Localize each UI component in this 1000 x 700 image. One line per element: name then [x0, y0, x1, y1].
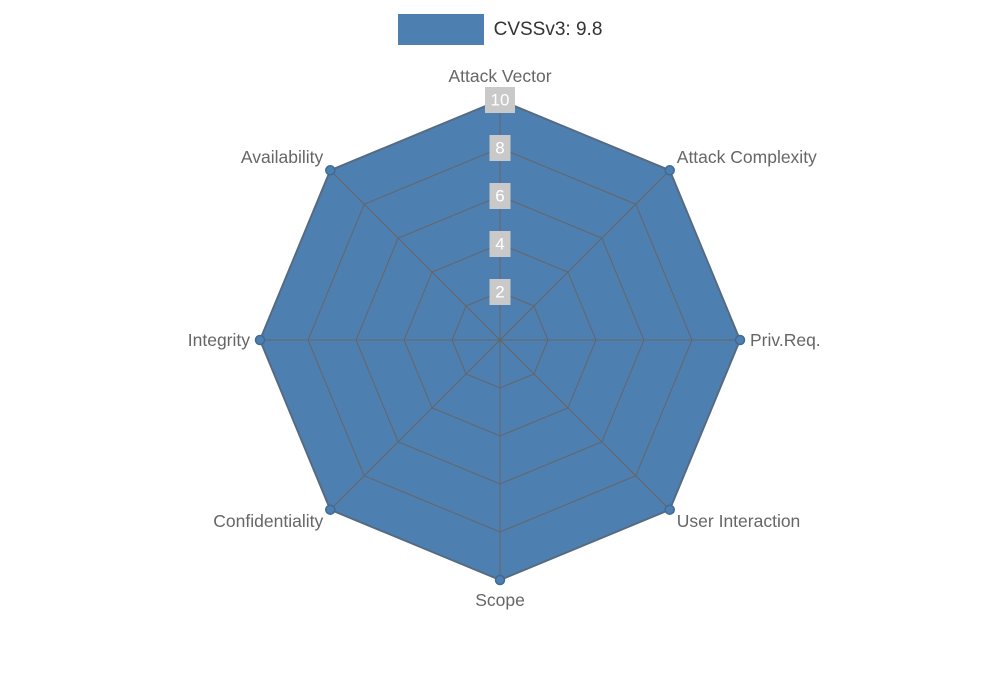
axis-label-attack-complexity: Attack Complexity — [677, 147, 817, 167]
axis-label-user-interaction: User Interaction — [677, 511, 801, 531]
axis-label-attack-vector: Attack Vector — [448, 66, 551, 86]
tick-label: 8 — [495, 139, 504, 158]
axis-label-availability: Availability — [241, 147, 324, 167]
tick-badge — [489, 231, 511, 257]
tick-badge — [489, 279, 511, 305]
axis-line — [329, 339, 501, 511]
axis-label-priv-req-: Priv.Req. — [750, 330, 821, 350]
tick-label: 4 — [495, 235, 504, 254]
axis-line — [499, 339, 671, 511]
tick-label: 10 — [491, 91, 510, 110]
axis-label-integrity: Integrity — [188, 330, 250, 350]
tick-badge — [485, 87, 515, 113]
series-point[interactable] — [734, 334, 746, 346]
legend-item-cvssv3[interactable]: CVSSv3: 9.8 — [397, 14, 603, 45]
axis-line — [499, 169, 671, 341]
tick-badge — [489, 183, 511, 209]
series-point[interactable] — [325, 504, 336, 515]
tick-label: 2 — [495, 283, 504, 302]
legend-label: CVSSv3: 9.8 — [493, 18, 603, 40]
legend-swatch — [397, 14, 484, 45]
axis-label-scope: Scope — [475, 590, 525, 610]
chart-legend: CVSSv3: 9.8 — [0, 14, 1000, 45]
series-point[interactable] — [664, 165, 675, 176]
axis-line — [329, 169, 501, 341]
axis-label-confidentiality: Confidentiality — [213, 511, 323, 531]
series-point[interactable] — [325, 165, 336, 176]
series-point[interactable] — [254, 334, 266, 346]
series-point[interactable] — [494, 574, 506, 586]
series-point[interactable] — [664, 504, 675, 515]
tick-label: 6 — [495, 187, 504, 206]
tick-badge — [489, 135, 511, 161]
